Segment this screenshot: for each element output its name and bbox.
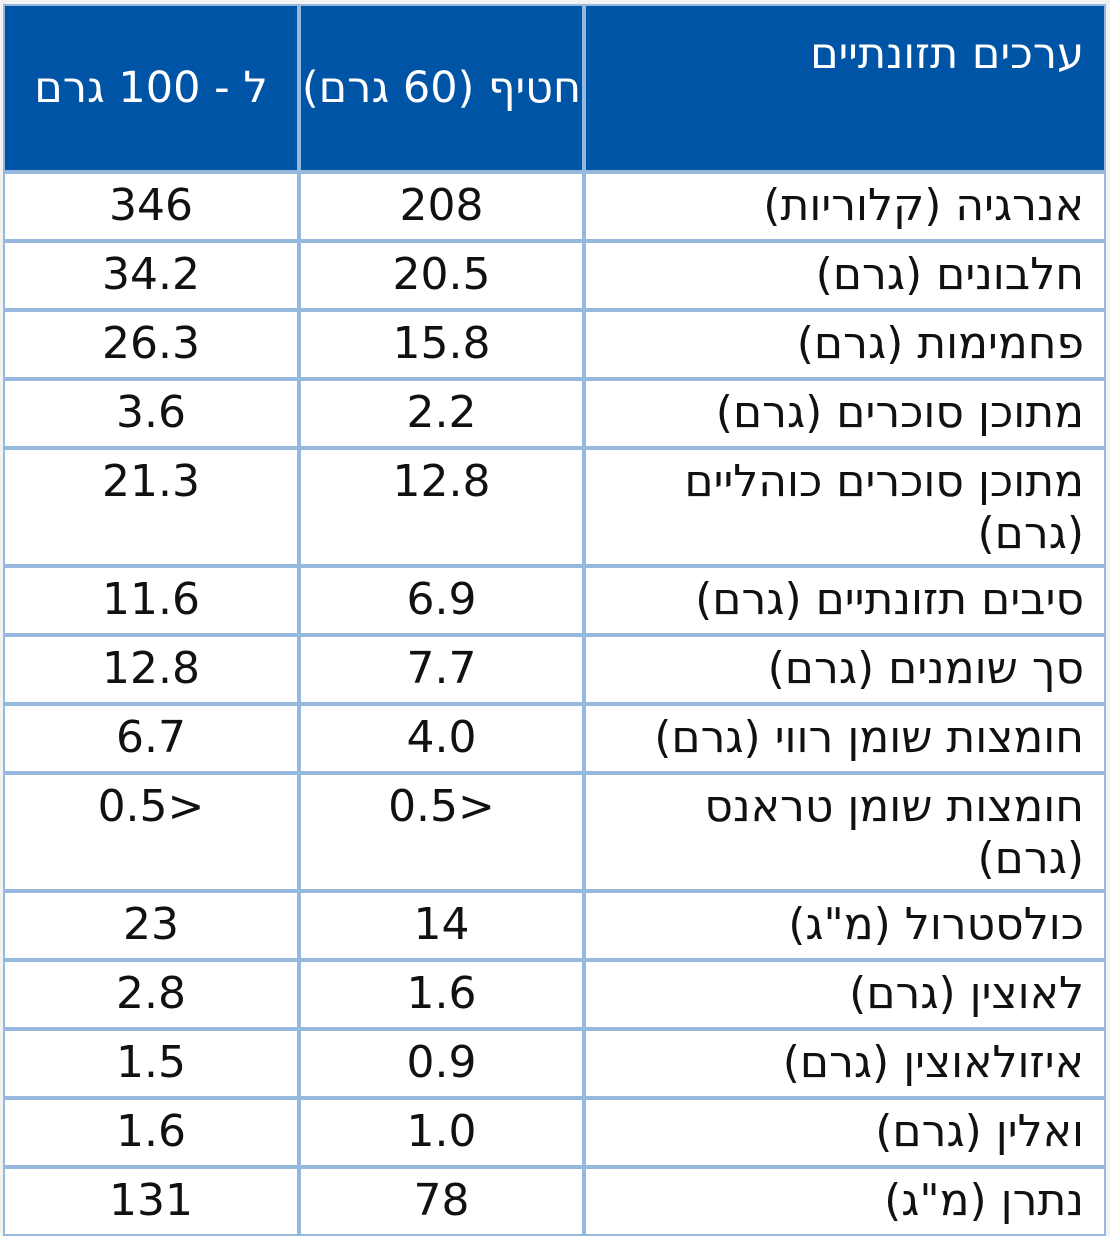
per-100g-value: 26.3 (3, 310, 299, 379)
per-snack-value: 12.8 (299, 448, 584, 566)
table-row: איזולאוצין (גרם) 0.9 1.5 (3, 1029, 1106, 1098)
table-row: לאוצין (גרם) 1.6 2.8 (3, 960, 1106, 1029)
table-row: מתוכן סוכרים כוהליים (גרם) 12.8 21.3 (3, 448, 1106, 566)
nutrient-name: מתוכן סוכרים (גרם) (584, 379, 1106, 448)
table-row: כולסטרול (מ"ג) 14 23 (3, 891, 1106, 960)
header-per-100g: ל - 100 גרם (3, 4, 299, 172)
per-100g-value: <0.5 (3, 773, 299, 891)
nutrient-name: סיבים תזונתיים (גרם) (584, 566, 1106, 635)
table-row: חומצות שומן רווי (גרם) 4.0 6.7 (3, 704, 1106, 773)
table-row: סיבים תזונתיים (גרם) 6.9 11.6 (3, 566, 1106, 635)
per-snack-value: 0.9 (299, 1029, 584, 1098)
nutrient-name: חלבונים (גרם) (584, 241, 1106, 310)
per-100g-value: 11.6 (3, 566, 299, 635)
per-100g-value: 21.3 (3, 448, 299, 566)
per-snack-value: 1.6 (299, 960, 584, 1029)
table-row: פחמימות (גרם) 15.8 26.3 (3, 310, 1106, 379)
per-snack-value: 1.0 (299, 1098, 584, 1167)
header-nutrient: ערכים תזונתיים (584, 4, 1106, 172)
nutrient-name: נתרן (מ"ג) (584, 1167, 1106, 1236)
nutrient-name: לאוצין (גרם) (584, 960, 1106, 1029)
nutrient-name: כולסטרול (מ"ג) (584, 891, 1106, 960)
per-snack-value: 14 (299, 891, 584, 960)
per-100g-value: 2.8 (3, 960, 299, 1029)
nutrient-name: חומצות שומן טראנס (גרם) (584, 773, 1106, 891)
per-100g-value: 1.6 (3, 1098, 299, 1167)
per-100g-value: 131 (3, 1167, 299, 1236)
per-snack-value: 20.5 (299, 241, 584, 310)
header-row: ערכים תזונתיים חטיף (60 גרם) ל - 100 גרם (3, 4, 1106, 172)
nutrient-name: סך שומנים (גרם) (584, 635, 1106, 704)
nutrient-name: ואלין (גרם) (584, 1098, 1106, 1167)
table-row: חלבונים (גרם) 20.5 34.2 (3, 241, 1106, 310)
per-snack-value: 6.9 (299, 566, 584, 635)
table-row: מתוכן סוכרים (גרם) 2.2 3.6 (3, 379, 1106, 448)
per-snack-value: 2.2 (299, 379, 584, 448)
nutrition-table: ערכים תזונתיים חטיף (60 גרם) ל - 100 גרם… (3, 4, 1106, 1236)
per-100g-value: 3.6 (3, 379, 299, 448)
per-100g-value: 1.5 (3, 1029, 299, 1098)
table-row: חומצות שומן טראנס (גרם) <0.5 <0.5 (3, 773, 1106, 891)
table-row: ואלין (גרם) 1.0 1.6 (3, 1098, 1106, 1167)
per-100g-value: 346 (3, 172, 299, 241)
header-per-snack: חטיף (60 גרם) (299, 4, 584, 172)
per-snack-value: 15.8 (299, 310, 584, 379)
table-row: סך שומנים (גרם) 7.7 12.8 (3, 635, 1106, 704)
per-100g-value: 34.2 (3, 241, 299, 310)
per-snack-value: 208 (299, 172, 584, 241)
per-snack-value: 4.0 (299, 704, 584, 773)
table-row: אנרגיה (קלוריות) 208 346 (3, 172, 1106, 241)
per-snack-value: 7.7 (299, 635, 584, 704)
nutrient-name: פחמימות (גרם) (584, 310, 1106, 379)
per-snack-value: <0.5 (299, 773, 584, 891)
nutrient-name: איזולאוצין (גרם) (584, 1029, 1106, 1098)
nutrient-name: מתוכן סוכרים כוהליים (גרם) (584, 448, 1106, 566)
per-100g-value: 6.7 (3, 704, 299, 773)
nutrient-name: חומצות שומן רווי (גרם) (584, 704, 1106, 773)
per-100g-value: 23 (3, 891, 299, 960)
per-100g-value: 12.8 (3, 635, 299, 704)
nutrient-name: אנרגיה (קלוריות) (584, 172, 1106, 241)
